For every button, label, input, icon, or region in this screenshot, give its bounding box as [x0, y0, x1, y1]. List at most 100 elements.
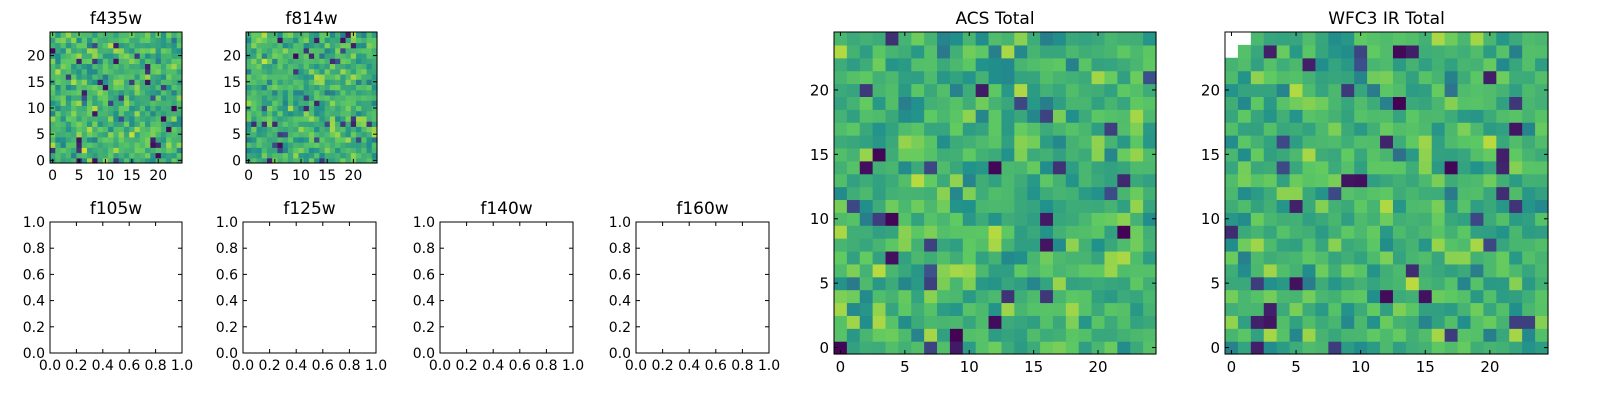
heatmap-cell: [1444, 225, 1459, 239]
heatmap-cell: [86, 42, 93, 49]
heatmap-cell: [335, 136, 341, 143]
heatmap-cell: [361, 37, 368, 44]
heatmap-cell: [937, 186, 951, 201]
heatmap-cell: [1276, 328, 1291, 342]
heatmap-cell: [1225, 341, 1239, 355]
heatmap-cell: [1315, 70, 1329, 85]
heatmap-cell: [1341, 315, 1355, 329]
heatmap-cell: [266, 100, 273, 106]
heatmap-cell: [1237, 302, 1252, 316]
heatmap-cell: [1104, 122, 1118, 136]
heatmap-cell: [1225, 199, 1239, 213]
heatmap-cell: [1040, 135, 1054, 149]
heatmap-cell: [314, 115, 320, 122]
heatmap-cell: [97, 115, 104, 122]
heatmap-cell: [1263, 44, 1278, 59]
heatmap-cell: [71, 32, 77, 38]
x-tick-label: 10: [292, 168, 310, 184]
y-tick-label: 0.6: [413, 267, 435, 283]
heatmap-cell: [86, 105, 93, 112]
heatmap-cell: [102, 126, 109, 133]
heatmap-cell: [1483, 186, 1497, 201]
heatmap-cell: [1143, 173, 1157, 188]
heatmap-cell: [129, 115, 136, 122]
heatmap-cell: [71, 152, 77, 159]
heatmap-cell: [1237, 341, 1252, 355]
heatmap-cell: [1065, 238, 1080, 252]
heatmap-cell: [1315, 276, 1329, 291]
heatmap-cell: [155, 79, 162, 85]
heatmap-cell: [988, 315, 1003, 329]
heatmap-cell: [1496, 328, 1510, 342]
heatmap-cell: [139, 115, 146, 122]
heatmap-cell: [145, 105, 151, 112]
heatmap-cell: [1509, 109, 1523, 123]
heatmap-cell: [1225, 212, 1239, 226]
heatmap-cell: [139, 121, 146, 127]
heatmap-cell: [97, 136, 104, 143]
heatmap-cell: [859, 122, 874, 136]
heatmap-cell: [314, 42, 320, 49]
heatmap-cell: [1225, 186, 1239, 201]
heatmap-cell: [1431, 289, 1446, 304]
heatmap-cell: [86, 47, 93, 54]
heatmap-cell: [55, 47, 62, 54]
heatmap-cell: [859, 135, 874, 149]
heatmap-cell: [1065, 315, 1080, 329]
heatmap-cell: [975, 276, 990, 291]
heatmap-cell: [60, 79, 67, 85]
heatmap-cell: [1341, 289, 1355, 304]
x-tick-label: 5: [1291, 358, 1301, 376]
heatmap-cell: [885, 263, 899, 278]
heatmap-cell: [1104, 109, 1118, 123]
heatmap-cell: [129, 68, 136, 75]
heatmap-cell: [846, 250, 861, 265]
heatmap-cell: [282, 37, 289, 44]
y-tick-label: 0.6: [216, 267, 238, 283]
heatmap-cell: [1392, 186, 1407, 201]
heatmap-cell: [266, 89, 273, 96]
heatmap-cell: [251, 37, 258, 44]
heatmap-cell: [1496, 70, 1510, 85]
heatmap-cell: [937, 32, 951, 46]
heatmap-cell: [139, 157, 146, 164]
heatmap-cell: [1014, 328, 1028, 342]
x-tick-label: 0.4: [678, 358, 700, 374]
heatmap-cell: [1392, 276, 1407, 291]
heatmap-cell: [251, 63, 258, 70]
heatmap-cell: [277, 131, 284, 138]
heatmap-cell: [1535, 199, 1549, 213]
heatmap-cell: [282, 47, 289, 54]
heatmap-cell: [1143, 186, 1157, 201]
heatmap-cell: [92, 110, 99, 117]
heatmap-cell: [303, 157, 310, 164]
heatmap-cell: [1418, 238, 1433, 252]
heatmap-cell: [145, 136, 151, 143]
heatmap-cell: [71, 142, 77, 148]
heatmap-cell: [277, 152, 284, 159]
y-tick-label: 0.8: [216, 241, 238, 257]
heatmap-cell: [1027, 122, 1041, 136]
heatmap-cell: [1302, 315, 1317, 329]
heatmap-cell: [155, 105, 162, 112]
heatmap-cell: [1457, 341, 1472, 355]
heatmap-cell: [1117, 341, 1131, 355]
heatmap-cell: [898, 328, 912, 342]
heatmap-cell: [324, 89, 331, 96]
heatmap-cell: [293, 131, 299, 138]
heatmap-cell: [1117, 199, 1131, 213]
heatmap-cell: [76, 79, 83, 85]
heatmap-cell: [134, 89, 141, 96]
heatmap-cell: [834, 160, 848, 175]
heatmap-cell: [345, 100, 352, 106]
heatmap-cell: [176, 147, 183, 154]
heatmap-cell: [319, 94, 326, 101]
heatmap-cell: [108, 152, 114, 159]
heatmap-cell: [129, 63, 136, 70]
heatmap-cell: [81, 147, 88, 154]
heatmap-cell: [123, 63, 130, 70]
heatmap-cell: [256, 121, 263, 127]
heatmap-cell: [834, 341, 848, 355]
heatmap-cell: [287, 110, 294, 117]
